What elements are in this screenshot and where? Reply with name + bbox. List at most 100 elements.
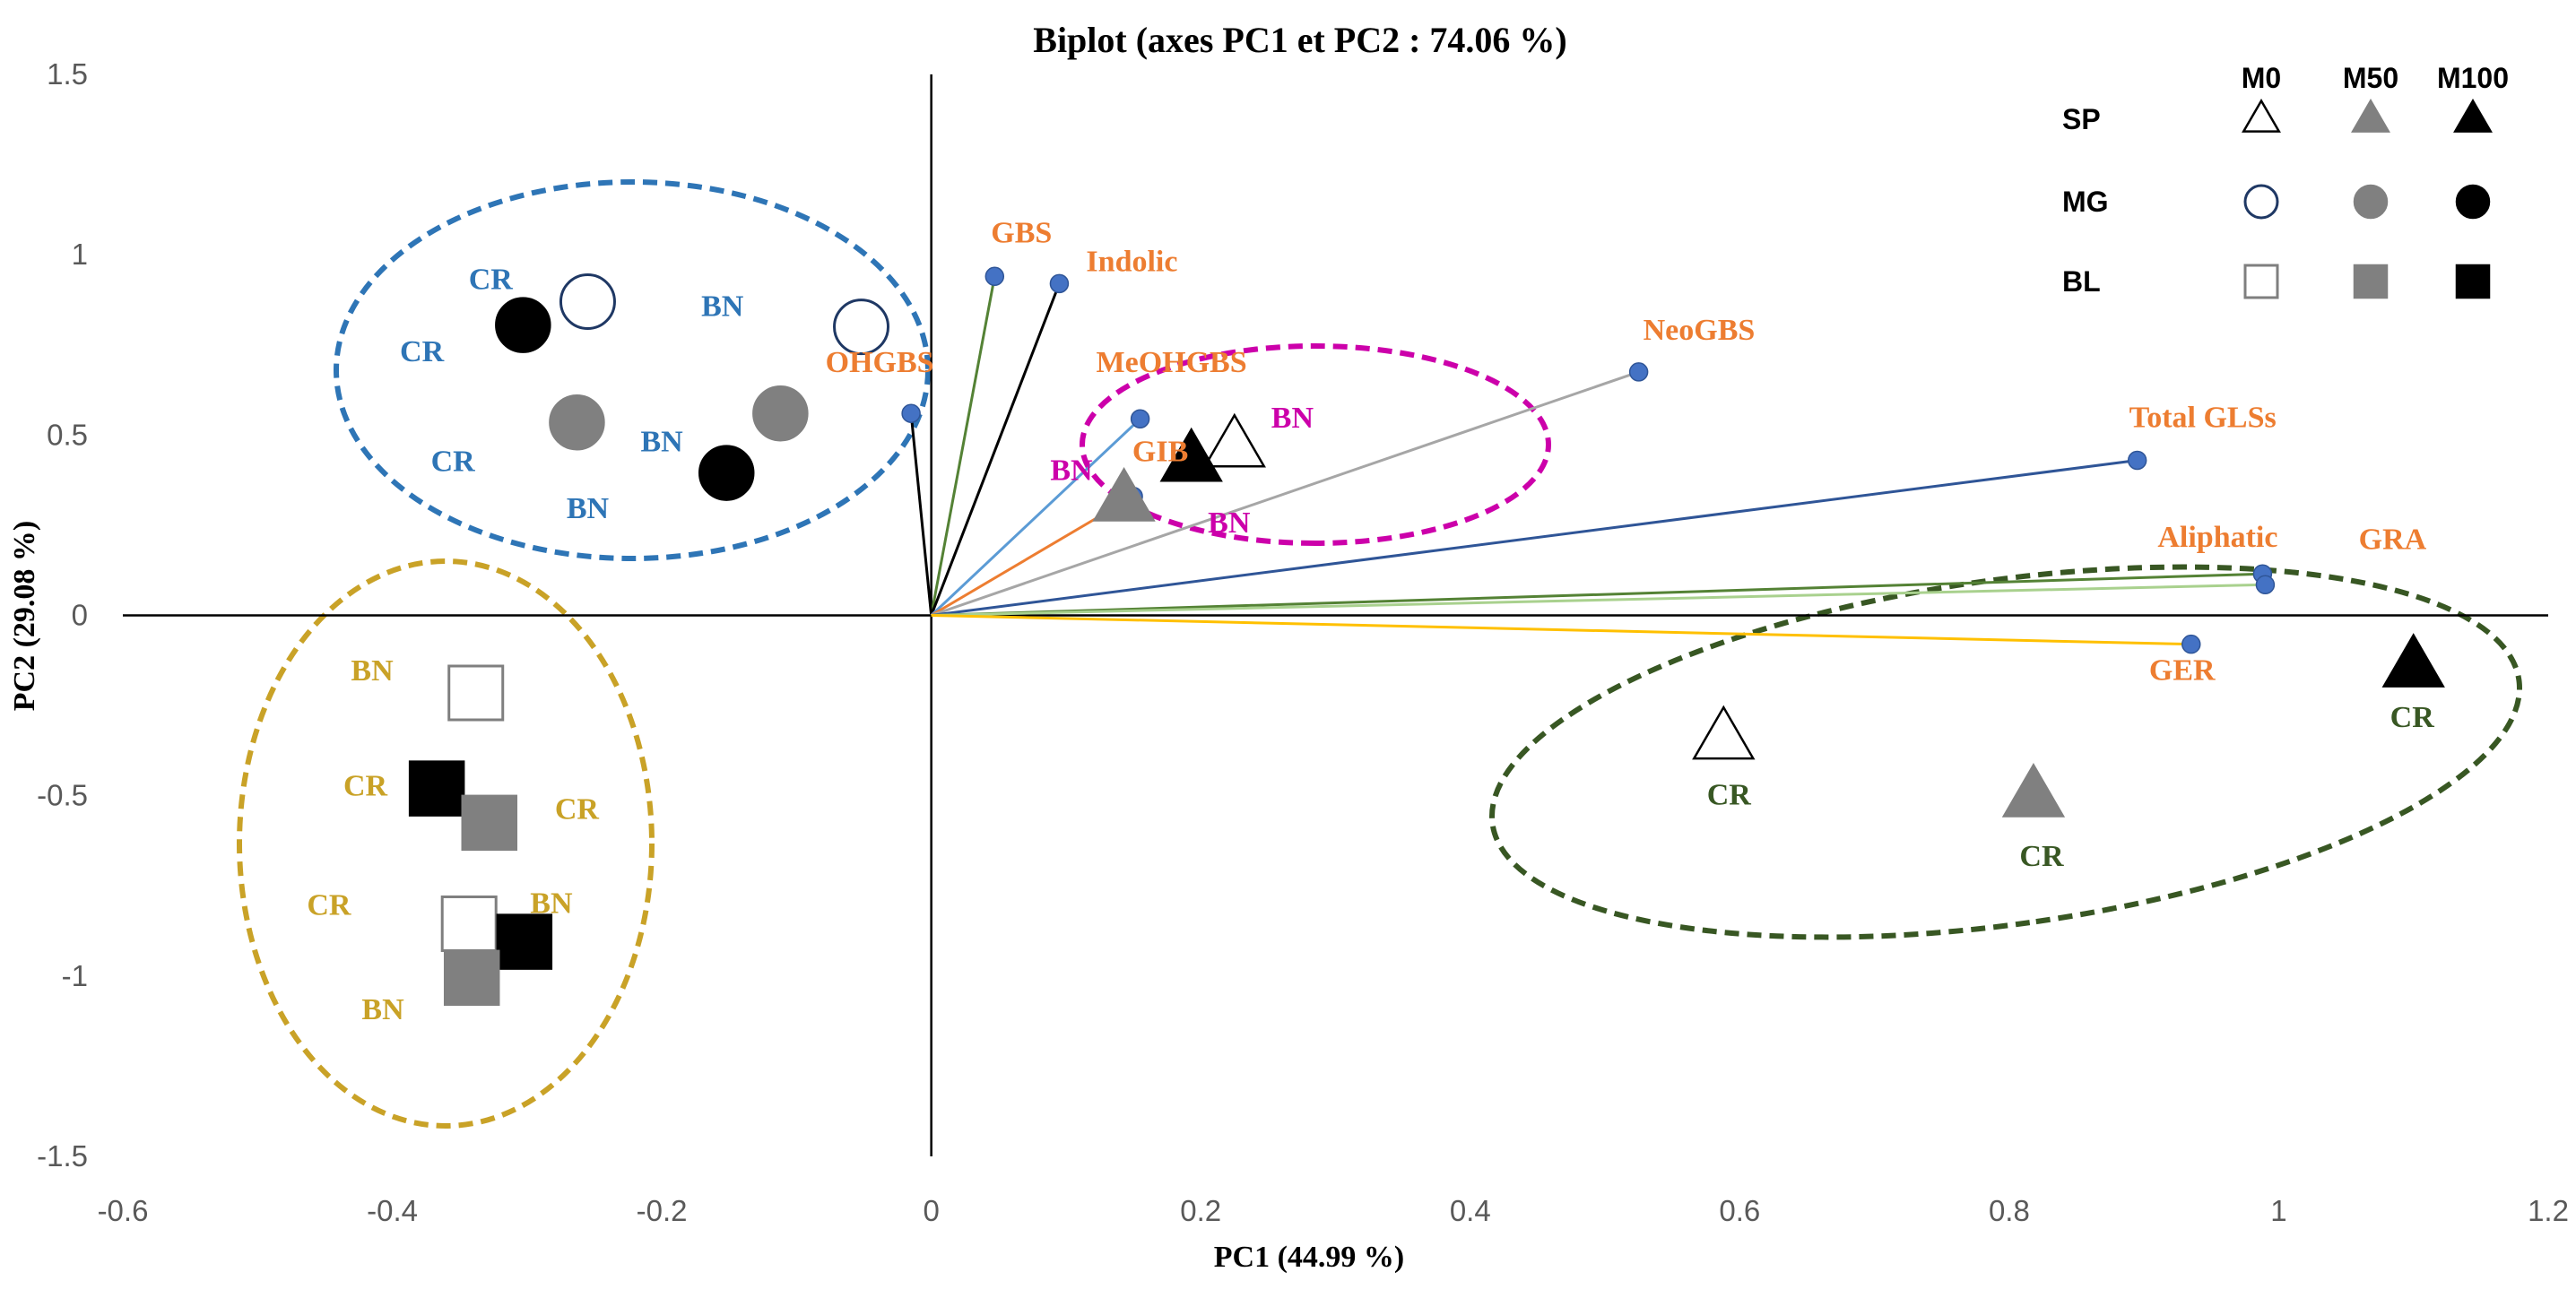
- variable-point: [1049, 273, 1070, 294]
- observation-label: CR: [555, 793, 600, 826]
- x-tick-label: -0.2: [637, 1194, 688, 1227]
- observation-label: BN: [640, 425, 683, 458]
- variable-label: NeoGBS: [1644, 314, 1756, 347]
- legend-marker-circle-m0: [2243, 184, 2279, 220]
- x-tick-label: 0.8: [1989, 1194, 2030, 1227]
- observation-bl-m0: [440, 895, 498, 952]
- variable-vector: [930, 418, 1141, 617]
- observation-label: BN: [351, 654, 394, 688]
- y-tick-label: 0: [72, 599, 88, 632]
- variable-label: Total GLSs: [2129, 401, 2277, 434]
- observation-mg-m50: [549, 394, 605, 451]
- variable-point: [1130, 409, 1150, 428]
- legend-marker-circle-m100: [2455, 184, 2491, 220]
- observation-label: BN: [1208, 506, 1251, 540]
- tick-labels: -0.6 -0.4 -0.2 0 0.2 0.4 0.6 0.8 1 1.2 -1.5 -1 -0.5 0…: [37, 57, 2569, 1227]
- observation-label: CR: [400, 335, 445, 368]
- variable-point: [2255, 575, 2276, 595]
- observation-bl-m0: [447, 664, 505, 722]
- x-tick-label: 1.2: [2528, 1194, 2569, 1227]
- variable-labels: GBS Indolic OHGBS MeOHGBS GIB NeoGBS Total GLS…: [826, 216, 2427, 687]
- variable-point: [2181, 634, 2201, 654]
- variable-label: Aliphatic: [2157, 521, 2277, 554]
- legend-column-header: M100: [2437, 62, 2509, 94]
- observation-sp-m50: [1092, 467, 1156, 522]
- y-tick-label: 1.5: [47, 57, 88, 91]
- variable-label: Indolic: [1086, 245, 1177, 278]
- legend-column-header: M50: [2343, 62, 2398, 94]
- ellipse-bl-group: [237, 558, 655, 1129]
- variable-label: GIB: [1132, 436, 1188, 469]
- observation-mg-m0: [559, 273, 616, 330]
- observation-label: BN: [361, 993, 404, 1026]
- x-axis-title: PC1 (44.99 %): [1214, 1241, 1404, 1274]
- y-axis-title: PC2 (29.08 %): [8, 521, 41, 711]
- observation-label: CR: [2019, 840, 2064, 873]
- observation-label: CR: [307, 888, 351, 922]
- observation-bl-m100: [408, 760, 465, 817]
- legend-marker-triangle-m50: [2351, 98, 2390, 133]
- legend-row-label: BL: [2062, 265, 2101, 298]
- observation-sp-m100: [1159, 427, 1223, 482]
- variable-label: GER: [2149, 654, 2216, 688]
- variable-vector: [930, 276, 996, 616]
- observation-label: BN: [1271, 402, 1314, 435]
- legend-row-label: SP: [2062, 103, 2101, 135]
- variable-vectors: [901, 266, 2276, 654]
- x-tick-label: -0.6: [98, 1194, 149, 1227]
- observation-label: BN: [701, 290, 744, 323]
- observation-mg-m50: [752, 385, 809, 442]
- observation-label: CR: [469, 263, 514, 296]
- observation-mg-m0: [833, 299, 890, 356]
- variable-vector: [930, 282, 1061, 617]
- observation-label: CR: [2390, 701, 2435, 734]
- legend-marker-square-m50: [2353, 264, 2389, 299]
- observation-mg-m100: [698, 445, 755, 501]
- y-tick-label: 0.5: [47, 418, 88, 451]
- variable-vector: [909, 413, 933, 616]
- ellipse-mg-group: [334, 179, 931, 561]
- observation-points: [408, 273, 2445, 1007]
- variable-point: [901, 403, 921, 423]
- y-tick-label: -1: [62, 959, 88, 992]
- observation-mg-m100: [495, 297, 551, 353]
- x-tick-label: 1: [2270, 1194, 2286, 1227]
- x-tick-label: -0.4: [367, 1194, 418, 1227]
- legend-marker-square-m100: [2455, 264, 2491, 299]
- x-tick-label: 0: [923, 1194, 939, 1227]
- observation-sp-m100: [2381, 633, 2445, 688]
- legend: M0 M50 M100 SP MG BL: [2062, 62, 2509, 299]
- y-tick-label: -0.5: [37, 779, 88, 812]
- y-tick-label: 1: [72, 238, 88, 271]
- ellipse-sp-center-group: [1080, 343, 1551, 546]
- variable-label: OHGBS: [826, 346, 934, 379]
- legend-marker-square-m0: [2243, 264, 2279, 299]
- x-tick-label: 0.6: [1719, 1194, 1760, 1227]
- variable-vector: [931, 614, 2191, 646]
- observation-sp-m0: [1692, 705, 1756, 760]
- legend-marker-triangle-m0: [2242, 98, 2281, 133]
- observation-bl-m50: [461, 794, 518, 852]
- variable-point: [984, 266, 1005, 287]
- observation-label: BN: [530, 887, 573, 920]
- observation-bl-m100: [496, 913, 553, 970]
- y-tick-label: -1.5: [37, 1139, 88, 1173]
- variable-label: MeOHGBS: [1097, 346, 1247, 379]
- observation-label: CR: [431, 445, 476, 478]
- chart-title: Biplot (axes PC1 et PC2 : 74.06 %): [1033, 20, 1566, 60]
- variable-label: GRA: [2359, 523, 2427, 556]
- variable-vector: [931, 370, 1640, 617]
- variable-vector: [931, 459, 2138, 617]
- legend-marker-circle-m50: [2353, 184, 2389, 220]
- legend-column-header: M0: [2242, 62, 2281, 94]
- observation-labels: CR CR CR BN BN BN BN BN BN CR CR CR BN CR CR CR BN BN: [307, 263, 2434, 1026]
- observation-label: BN: [567, 492, 610, 525]
- variable-vector: [931, 572, 2263, 617]
- variable-vector: [931, 583, 2266, 617]
- observation-label: CR: [343, 770, 388, 803]
- group-ellipses: [237, 179, 2522, 1129]
- legend-marker-triangle-m100: [2453, 98, 2493, 133]
- variable-point: [2127, 450, 2147, 471]
- observation-label: BN: [1050, 454, 1093, 488]
